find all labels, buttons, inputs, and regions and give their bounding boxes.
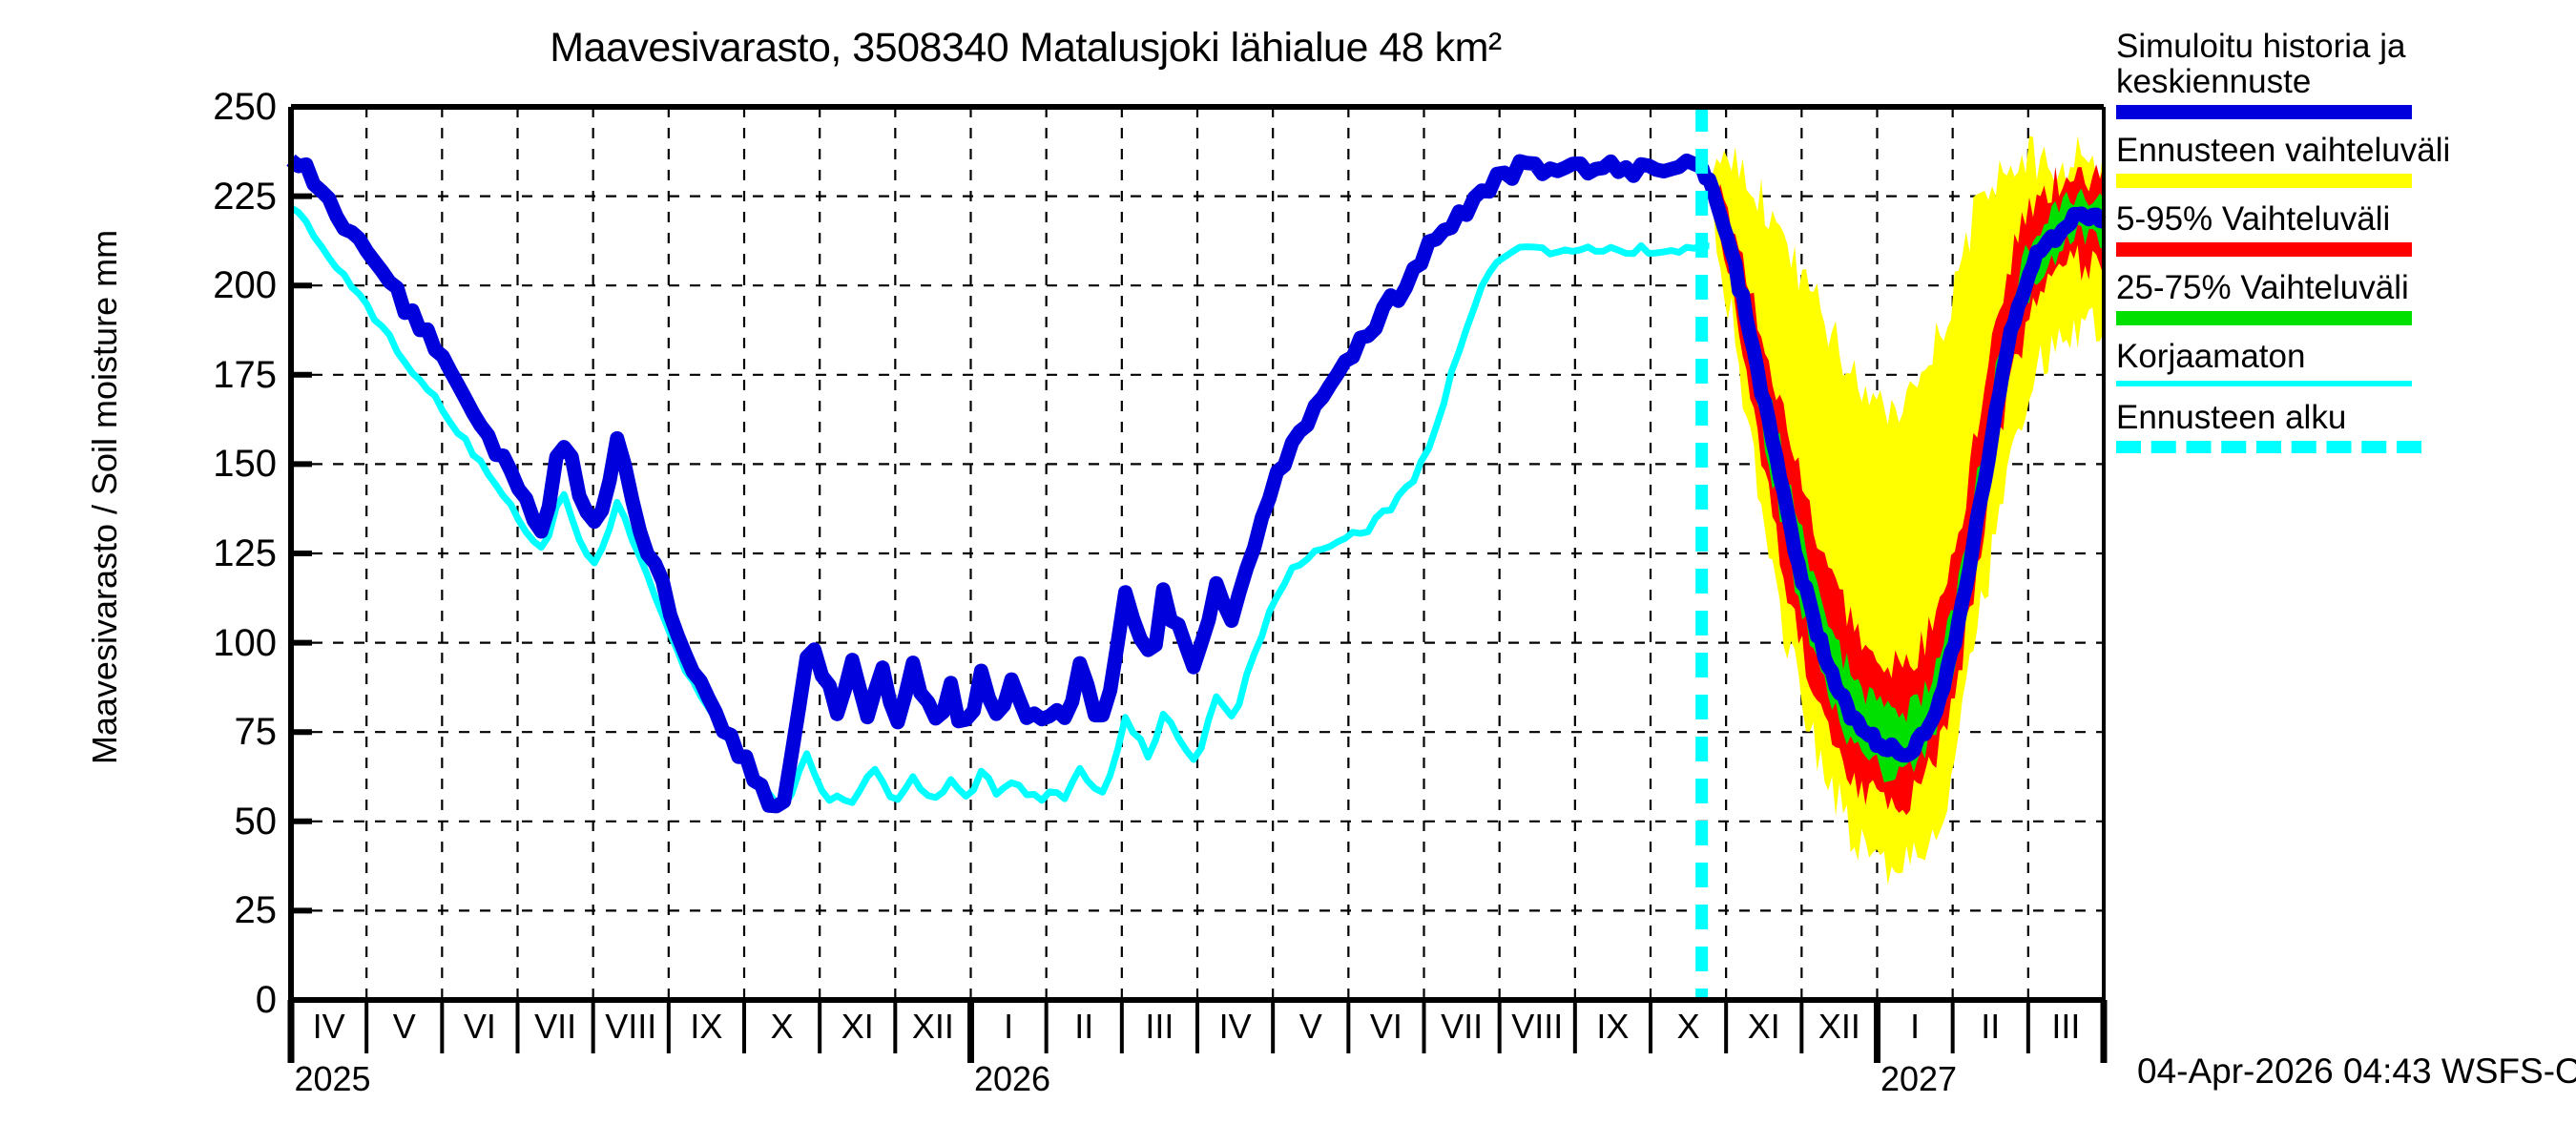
x-tick-label-month: VII [534, 1007, 577, 1046]
uncorrected-line [289, 204, 1710, 810]
legend-item: Ennusteen alku [2116, 398, 2574, 466]
footer-timestamp: 04-Apr-2026 04:43 WSFS-O [2137, 1051, 2576, 1091]
x-tick-label-month: XII [1818, 1007, 1860, 1046]
red-band-icon [2116, 242, 2412, 258]
y-tick-label: 100 [213, 621, 277, 664]
legend-item: 5-95% Vaihteluväli [2116, 200, 2574, 258]
y-tick-label: 25 [234, 889, 278, 932]
cyan-dashed-icon [2116, 440, 2421, 466]
x-tick-label-month: XI [841, 1007, 874, 1046]
cyan-line-icon [2116, 380, 2412, 386]
x-tick-label-month: IV [312, 1007, 345, 1046]
x-tick-label-month: I [1910, 1007, 1921, 1046]
x-tick-label-month: III [2051, 1007, 2081, 1046]
y-tick-label: 125 [213, 532, 277, 574]
x-tick-label-month: VIII [605, 1007, 657, 1046]
green-band-icon [2116, 311, 2412, 326]
x-tick-label-month: VI [463, 1007, 496, 1046]
x-tick-label-month: II [1074, 1007, 1094, 1046]
y-tick-label: 200 [213, 264, 277, 307]
x-tick-label-month: IX [1596, 1007, 1630, 1046]
x-tick-label-month: IV [1218, 1007, 1252, 1046]
legend-item-label: Korjaamaton [2116, 338, 2306, 376]
x-tick-label-month: VII [1441, 1007, 1484, 1046]
x-tick-label-month: X [770, 1007, 794, 1046]
legend-item: Korjaamaton [2116, 338, 2574, 386]
x-tick-label-month: IX [690, 1007, 723, 1046]
x-tick-label-month: XII [911, 1007, 954, 1046]
simulated-history-line [286, 153, 1705, 814]
x-tick-label-year: 2027 [1880, 1059, 1958, 1098]
legend-item-label: Ennusteen alku [2116, 398, 2347, 436]
legend-item-label: 25-75% Vaihteluväli [2116, 269, 2409, 307]
x-tick-label-month: III [1145, 1007, 1174, 1046]
x-tick-label-year: 2026 [973, 1059, 1051, 1098]
x-tick-label-month: X [1676, 1007, 1700, 1046]
legend: Simuloitu historia ja keskiennuste Ennust… [2116, 29, 2574, 479]
x-tick-label-month: XI [1747, 1007, 1780, 1046]
y-tick-label: 175 [213, 353, 277, 396]
x-tick-label-month: II [1981, 1007, 2001, 1046]
legend-item-label: Simuloitu historia ja keskiennuste [2116, 28, 2406, 101]
y-tick-label: 0 [255, 979, 277, 1021]
legend-item: 25-75% Vaihteluväli [2116, 269, 2574, 326]
x-tick-label-month: VI [1369, 1007, 1402, 1046]
forecast-mean-line [1694, 164, 2108, 763]
y-tick-label: 250 [213, 86, 277, 128]
legend-item-label: 5-95% Vaihteluväli [2116, 200, 2391, 239]
legend-item: Ennusteen vaihteluväli [2116, 132, 2574, 189]
legend-item: Simuloitu historia ja keskiennuste [2116, 28, 2574, 120]
legend-item-label: Ennusteen vaihteluväli [2116, 132, 2451, 170]
x-tick-label-year: 2025 [294, 1059, 371, 1098]
x-tick-label-month: VIII [1511, 1007, 1564, 1046]
y-tick-label: 75 [234, 711, 278, 754]
y-axis-ticks: 0 25 50 75 100 125 150 175 200 225 250 [134, 0, 277, 1145]
axes [287, 104, 2108, 1063]
x-tick-label-month: I [1004, 1007, 1014, 1046]
band-5-95 [1701, 164, 2104, 816]
blue-line-icon [2116, 105, 2412, 120]
data-lines [286, 153, 2108, 814]
y-tick-label: 50 [234, 800, 278, 843]
x-tick-label-month: V [392, 1007, 416, 1046]
page-title: Maavesivarasto, 3508340 Matalusjoki lähi… [550, 25, 1502, 71]
x-tick-label-month: V [1298, 1007, 1322, 1046]
yellow-band-icon [2116, 174, 2412, 189]
y-tick-label: 150 [213, 443, 277, 486]
y-tick-label: 225 [213, 175, 277, 218]
